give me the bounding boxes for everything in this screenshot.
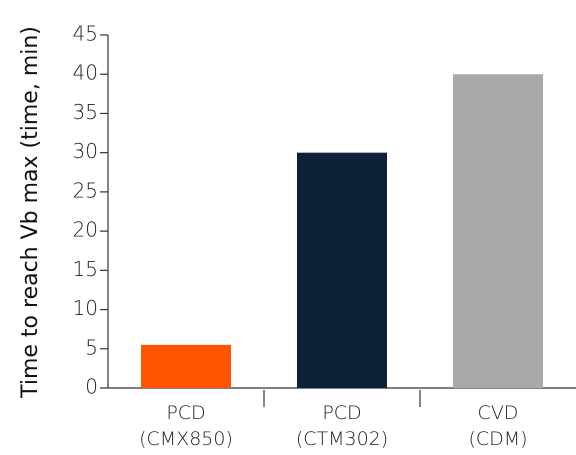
y-tick-label: 20 [73, 218, 98, 242]
x-category-label: PCD [166, 402, 205, 424]
y-tick-label: 10 [73, 296, 98, 320]
y-tick-label: 30 [73, 139, 98, 163]
y-tick-label: 35 [73, 100, 98, 124]
x-categories: PCD (CMX850) PCD (CTM302) CVD (CDM) [139, 390, 528, 450]
x-category-label: (CMX850) [139, 428, 233, 450]
bars [141, 74, 543, 388]
y-tick-label: 15 [73, 257, 98, 281]
x-category-label: CVD [478, 402, 519, 424]
y-ticks: 0 5 10 15 20 25 30 35 40 45 [73, 22, 108, 399]
y-tick-label: 40 [73, 61, 98, 85]
x-category-label: (CTM302) [296, 428, 388, 450]
bar [297, 152, 387, 388]
y-tick-label: 45 [73, 22, 98, 46]
x-category-label: (CDM) [468, 428, 527, 450]
x-category-label: PCD [322, 402, 361, 424]
bar [141, 344, 231, 388]
y-tick-label: 5 [85, 335, 98, 359]
y-tick-label: 0 [85, 375, 98, 399]
bar [453, 74, 543, 388]
y-tick-label: 25 [73, 178, 98, 202]
y-axis-title: Time to reach Vb max (time, min) [18, 26, 43, 399]
